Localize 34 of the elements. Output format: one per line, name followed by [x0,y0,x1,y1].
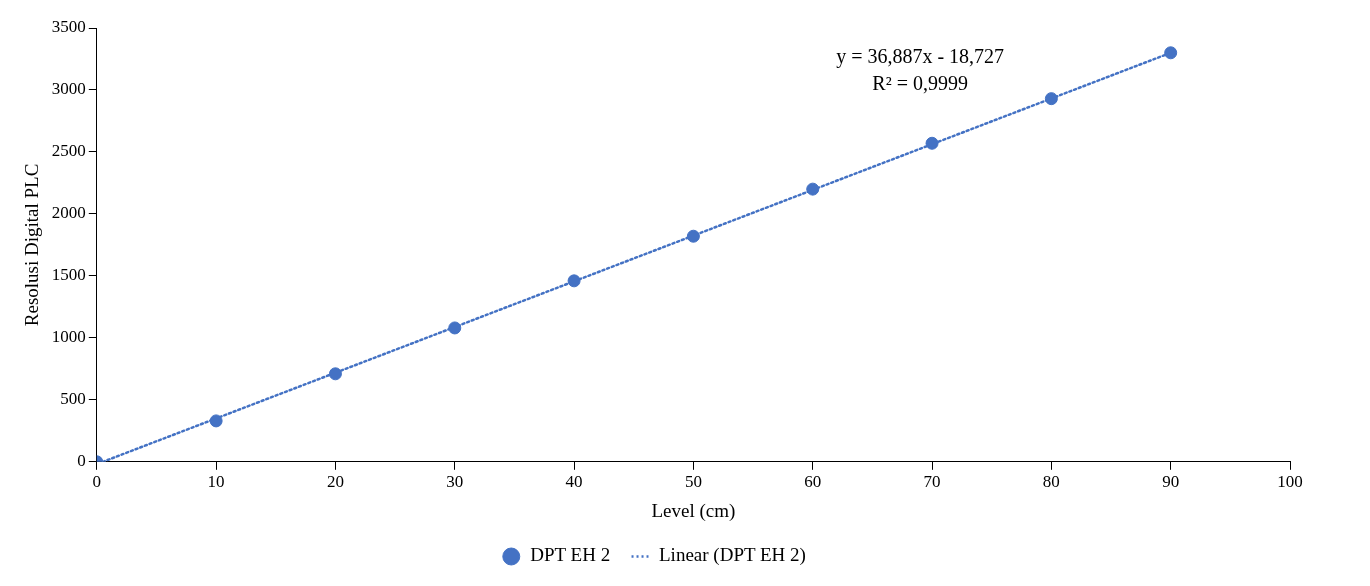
x-tick-label: 70 [923,472,941,492]
y-tick-label: 1000 [51,327,86,347]
annotation: y = 36,887x - 18,727 [836,45,1005,69]
y-axis-title: Resolusi Digital PLC [21,163,43,327]
x-tick-label: 40 [565,472,583,492]
legend-label: DPT EH 2 [530,544,611,566]
annotation: R² = 0,9999 [872,72,968,95]
y-tick-label: 3500 [51,17,86,37]
x-tick-label: 30 [446,472,464,492]
y-tick-label: 2000 [51,203,86,223]
point [328,367,342,381]
x-tick-label: 60 [804,472,822,492]
x-tick-label: 90 [1162,472,1180,492]
x-tick-label: 100 [1277,472,1303,492]
point [806,182,820,196]
x-tick-label: 50 [684,472,702,492]
x-tick-label: 80 [1042,472,1060,492]
x-tick-label: 10 [207,472,225,492]
y-tick-label: 0 [77,451,86,471]
x-axis-title: Level (cm) [651,499,736,522]
point [1044,92,1058,106]
point [1164,46,1178,60]
y-tick-label: 2500 [51,141,86,161]
point [686,229,700,243]
point [925,136,939,150]
y-tick-label: 3000 [51,79,86,99]
x-tick-label: 20 [326,472,344,492]
legend-label: Linear (DPT EH 2) [659,544,806,567]
point [567,274,581,288]
x-tick-label: 0 [92,472,102,492]
y-tick-label: 500 [60,389,86,409]
point [209,414,223,428]
point [448,321,462,335]
y-tick-label: 1500 [51,265,86,285]
